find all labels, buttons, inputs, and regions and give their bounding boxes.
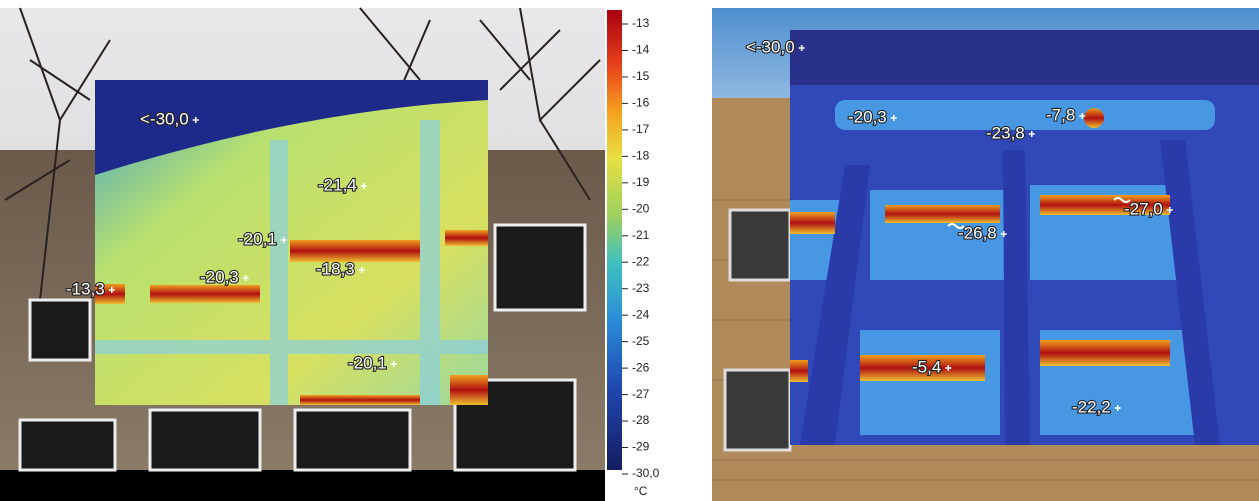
- colorbar-tick: -14: [632, 43, 650, 57]
- cursor-marker: [798, 45, 805, 51]
- cursor-marker: [1166, 207, 1173, 213]
- left-photo: [0, 7, 605, 501]
- cursor-marker: [1000, 231, 1007, 237]
- colorbar-tick: -30,0: [632, 466, 660, 480]
- temperature-label: -21,4: [318, 175, 357, 194]
- colorbar-tick: -25: [632, 334, 650, 348]
- temperature-label: -20,1: [238, 229, 277, 248]
- temperature-label: -22,2: [1072, 397, 1111, 416]
- temperature-label: -23,8: [986, 123, 1025, 142]
- colorbar-tick: -13: [632, 16, 650, 30]
- colorbar: [607, 10, 622, 470]
- temperature-label: -18,3: [316, 259, 355, 278]
- colorbar-tick: -17: [632, 122, 650, 136]
- colorbar-tick: -23: [632, 281, 650, 295]
- colorbar-tick: -16: [632, 96, 650, 110]
- colorbar-tick: -21: [632, 228, 650, 242]
- colorbar-unit: °C: [634, 484, 648, 498]
- cursor-marker: [890, 115, 897, 121]
- cursor-marker: [1114, 405, 1121, 411]
- temperature-label: -13,3: [66, 279, 105, 298]
- colorbar-tick: -22: [632, 254, 650, 268]
- temperature-label: -20,1: [348, 353, 387, 372]
- cursor-marker: [192, 117, 199, 123]
- colorbar-tick: -24: [632, 307, 650, 321]
- cursor-marker: [390, 361, 397, 367]
- cursor-marker: [1079, 113, 1086, 119]
- cursor-marker: [280, 237, 287, 243]
- temperature-label: -5,4: [912, 357, 941, 376]
- colorbar-tick: -20: [632, 201, 650, 215]
- colorbar-tick: -27: [632, 387, 650, 401]
- cursor-marker: [242, 275, 249, 281]
- temperature-label: -20,3: [848, 107, 887, 126]
- right-photo: [712, 8, 1259, 501]
- colorbar-tick: -15: [632, 69, 650, 83]
- temperature-label: -20,3: [200, 267, 239, 286]
- colorbar-tick: -28: [632, 413, 650, 427]
- cursor-marker: [358, 267, 365, 273]
- cursor-marker: [108, 287, 115, 293]
- temperature-label: -26,8: [958, 223, 997, 242]
- colorbar-tick: -19: [632, 175, 650, 189]
- colorbar-tick: -26: [632, 360, 650, 374]
- temperature-label: <-30,0: [140, 109, 189, 128]
- temperature-label: -7,8: [1046, 105, 1075, 124]
- colorbar-tick: -18: [632, 149, 650, 163]
- cursor-marker: [360, 183, 367, 189]
- temperature-label: -27,0: [1124, 199, 1163, 218]
- temperature-label: <-30,0: [746, 37, 795, 56]
- colorbar-tick: -29: [632, 440, 650, 454]
- cursor-marker: [945, 365, 952, 371]
- cursor-marker: [1028, 131, 1035, 137]
